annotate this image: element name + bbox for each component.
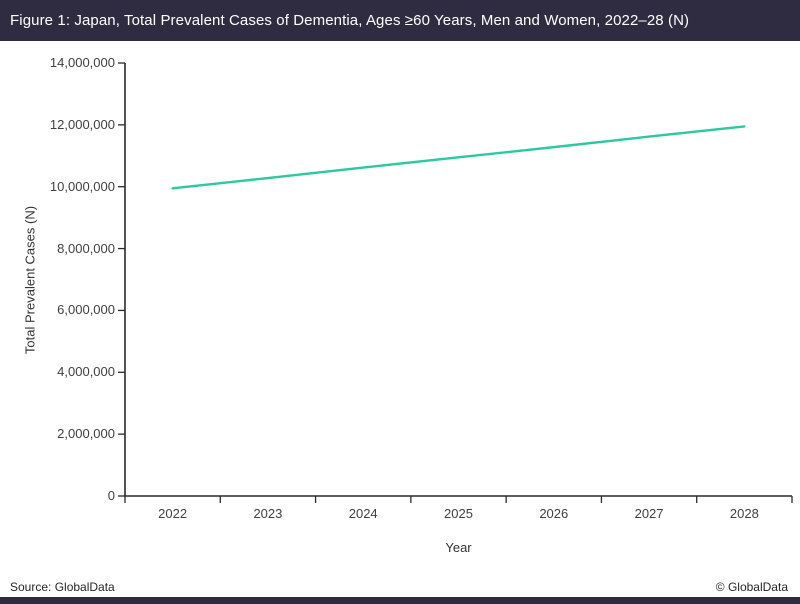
axis-lines <box>124 63 792 497</box>
bottom-accent-bar <box>0 597 800 604</box>
x-tick-label: 2025 <box>444 506 473 521</box>
y-tick-label: 10,000,000 <box>49 178 115 194</box>
source-note: Source: GlobalData <box>10 580 115 594</box>
y-tick-label: 0 <box>107 488 115 503</box>
x-tick-label: 2023 <box>253 506 283 521</box>
figure-title: Figure 1: Japan, Total Prevalent Cases o… <box>10 12 690 29</box>
y-tick-label: 8,000,000 <box>57 240 115 256</box>
x-tick-label: 2026 <box>539 506 569 521</box>
data-series-line <box>171 125 746 190</box>
y-tick-label: 4,000,000 <box>57 364 115 380</box>
y-tick-label: 12,000,000 <box>49 116 115 132</box>
x-tick-label: 2027 <box>634 506 664 521</box>
figure-title-bar: Figure 1: Japan, Total Prevalent Cases o… <box>0 0 800 41</box>
y-axis-title: Total Prevalent Cases (N) <box>22 205 38 355</box>
x-tick-label: 2028 <box>729 506 759 521</box>
x-tick-label: 2022 <box>158 506 188 521</box>
copyright-note: © GlobalData <box>715 580 788 594</box>
x-tick-label: 2024 <box>348 506 378 521</box>
y-tick-label: 14,000,000 <box>49 55 115 70</box>
x-axis-title: Year <box>445 540 472 555</box>
y-tick-label: 6,000,000 <box>57 302 115 318</box>
y-tick-label: 2,000,000 <box>57 426 115 442</box>
